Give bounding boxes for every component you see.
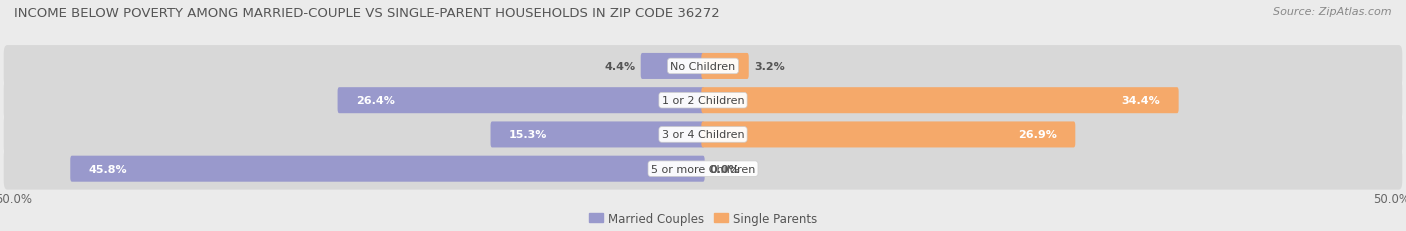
Text: 3 or 4 Children: 3 or 4 Children [662,130,744,140]
FancyBboxPatch shape [491,122,704,148]
Text: 5 or more Children: 5 or more Children [651,164,755,174]
Text: 34.4%: 34.4% [1122,96,1160,106]
Text: No Children: No Children [671,62,735,72]
FancyBboxPatch shape [4,114,1402,156]
Text: 45.8%: 45.8% [89,164,127,174]
Text: Source: ZipAtlas.com: Source: ZipAtlas.com [1274,7,1392,17]
FancyBboxPatch shape [702,54,749,80]
FancyBboxPatch shape [70,156,704,182]
FancyBboxPatch shape [337,88,704,114]
Text: INCOME BELOW POVERTY AMONG MARRIED-COUPLE VS SINGLE-PARENT HOUSEHOLDS IN ZIP COD: INCOME BELOW POVERTY AMONG MARRIED-COUPL… [14,7,720,20]
FancyBboxPatch shape [702,88,1178,114]
FancyBboxPatch shape [4,46,1402,88]
FancyBboxPatch shape [4,148,1402,190]
FancyBboxPatch shape [641,54,704,80]
FancyBboxPatch shape [4,80,1402,122]
Text: 26.9%: 26.9% [1018,130,1057,140]
FancyBboxPatch shape [702,122,1076,148]
Text: 3.2%: 3.2% [754,62,785,72]
Text: 4.4%: 4.4% [605,62,636,72]
Text: 0.0%: 0.0% [710,164,741,174]
Legend: Married Couples, Single Parents: Married Couples, Single Parents [585,207,821,229]
Text: 26.4%: 26.4% [356,96,395,106]
Text: 1 or 2 Children: 1 or 2 Children [662,96,744,106]
Text: 15.3%: 15.3% [509,130,547,140]
